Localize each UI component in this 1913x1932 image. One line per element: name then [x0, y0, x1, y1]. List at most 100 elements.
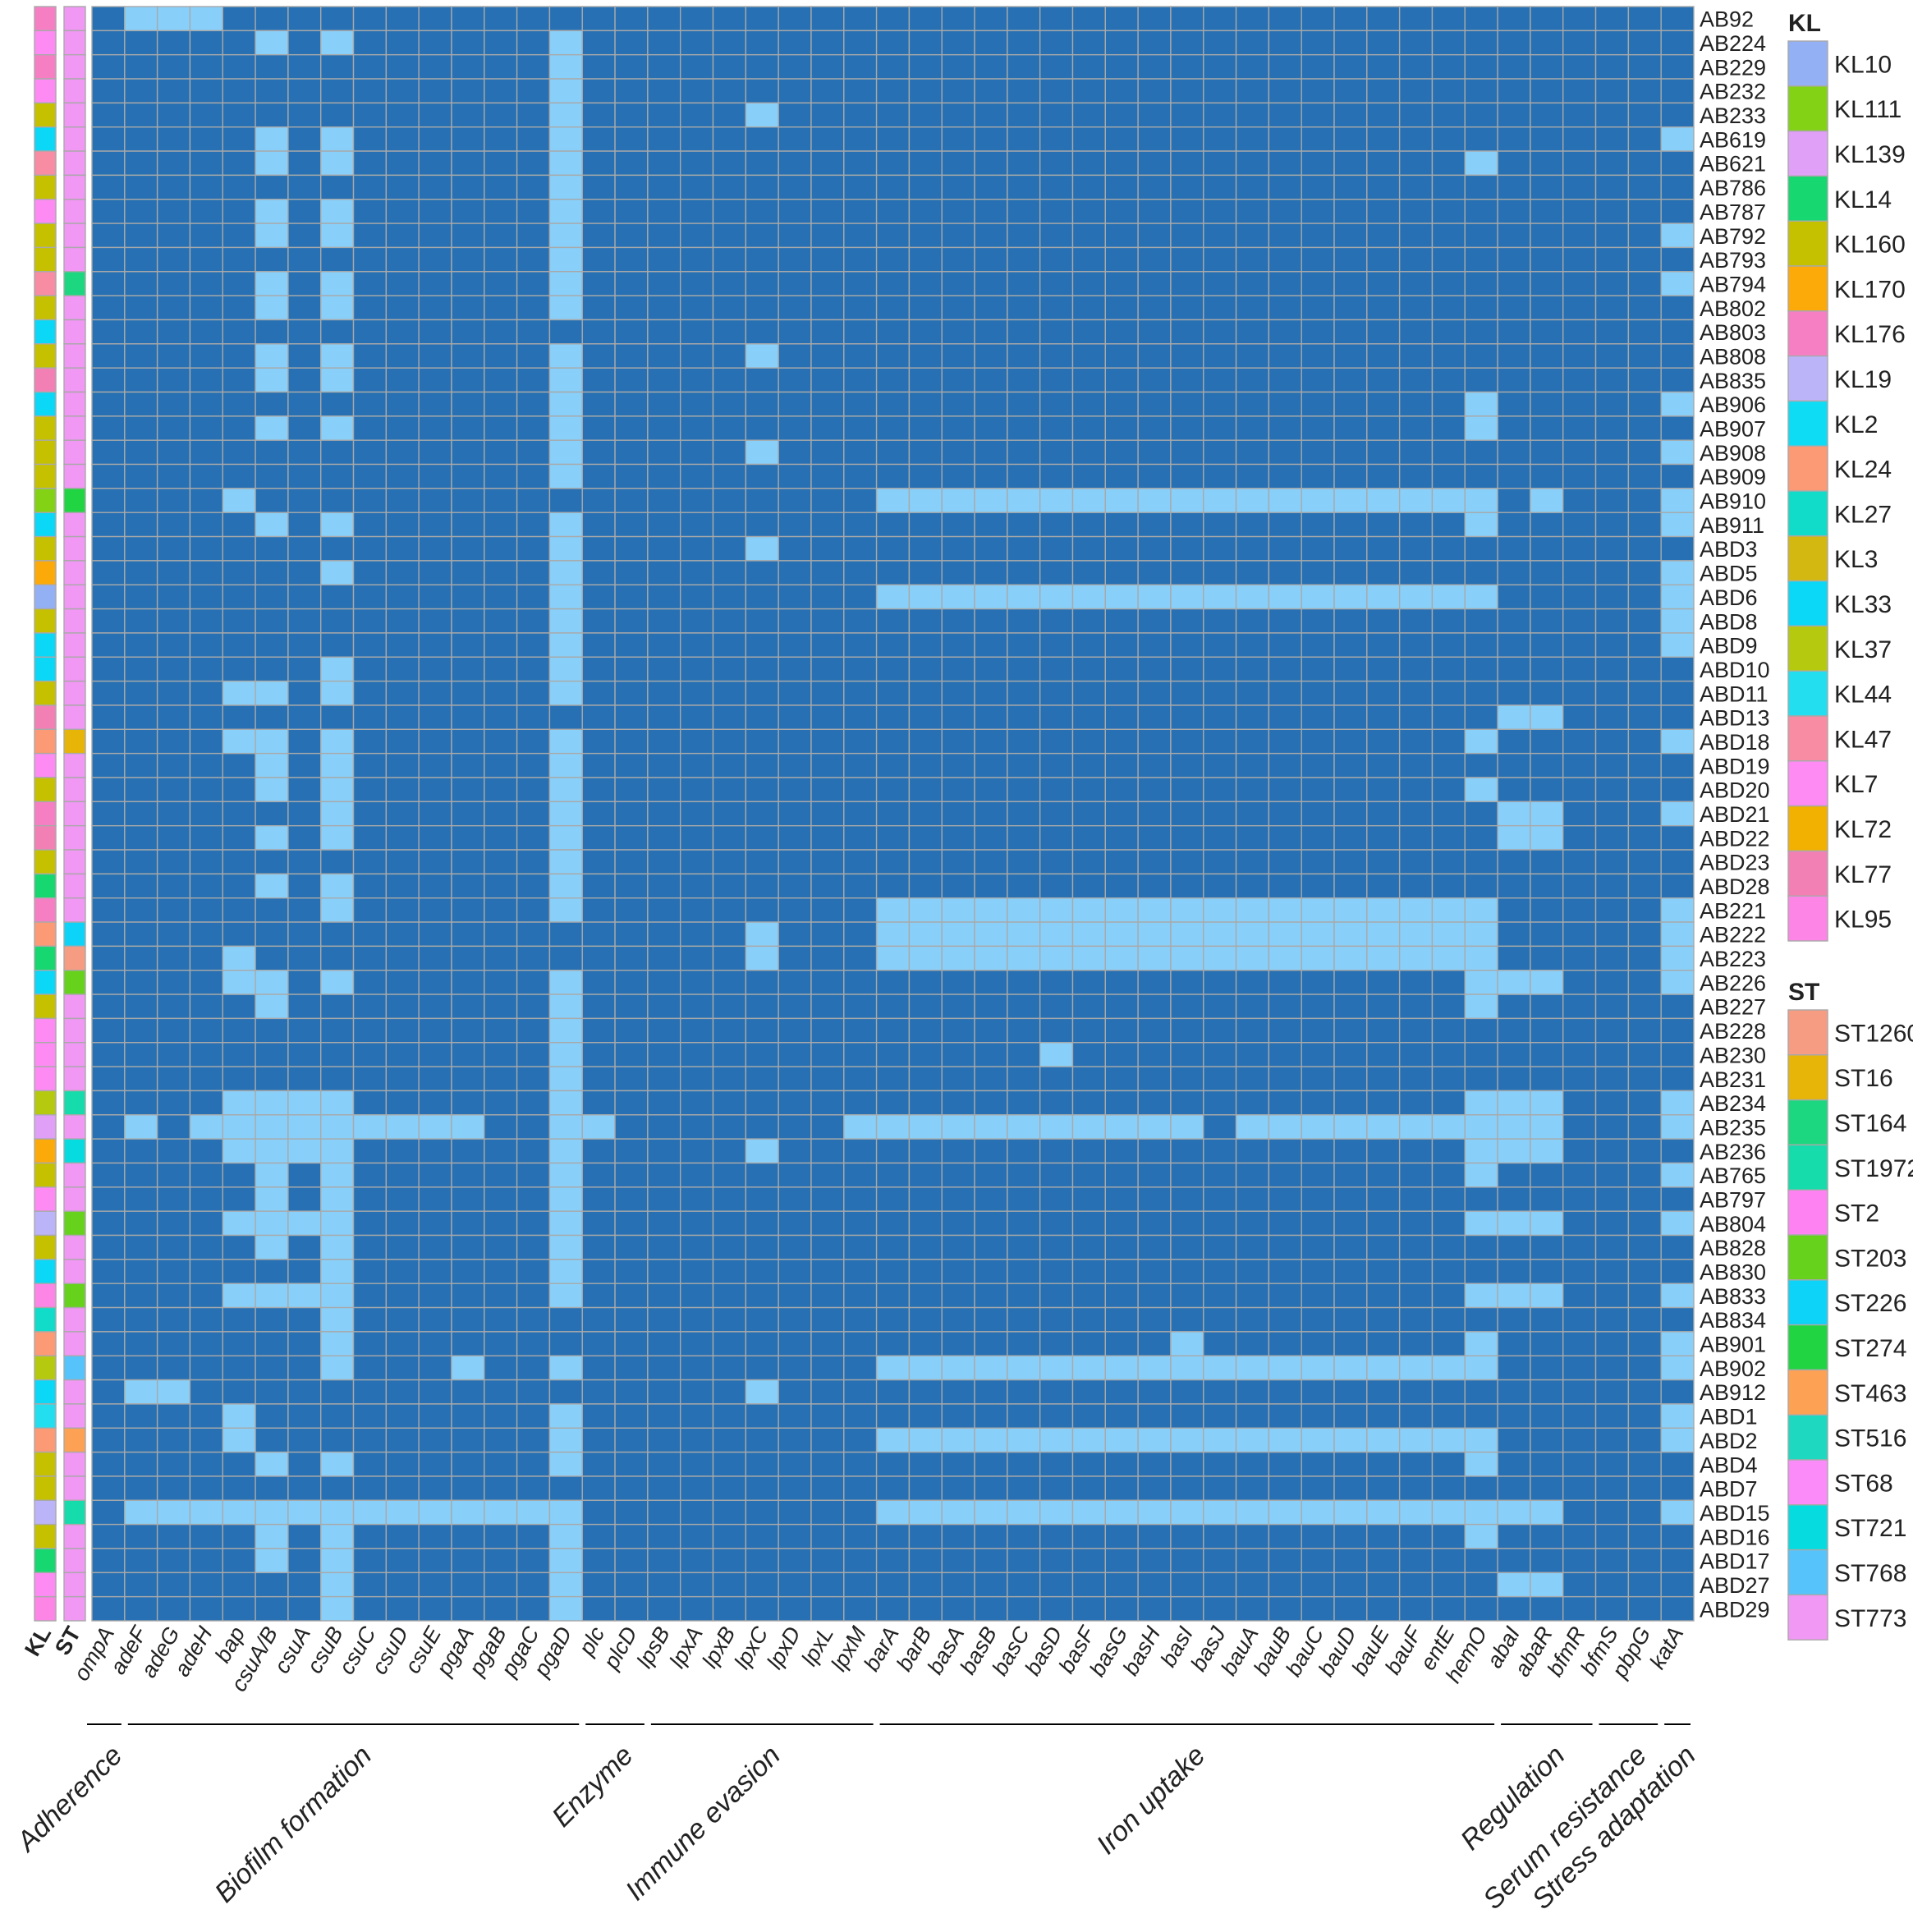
- annotation-kl-ab233: [34, 102, 57, 128]
- cell-abd17-baud: [1333, 1548, 1368, 1574]
- cell-ab787-bara: [875, 199, 911, 224]
- cell-ab619-baue: [1366, 126, 1401, 152]
- cell-ab765-lpxl: [810, 1162, 845, 1188]
- cell-ab794-ompa: [91, 271, 126, 296]
- cell-ab908-csub: [320, 439, 355, 466]
- cell-abd8-baub: [1268, 608, 1302, 634]
- annotation-st-abd27: [63, 1572, 86, 1598]
- cell-ab786-basg: [1104, 174, 1139, 200]
- cell-ab793-lpxc: [745, 246, 779, 273]
- cell-ab912-plcd: [614, 1379, 649, 1405]
- cell-ab228-pgaa: [451, 1017, 485, 1044]
- cell-abd3-basd: [1039, 535, 1074, 562]
- cell-ab834-abai: [1497, 1306, 1531, 1333]
- cell-ab765-kata: [1660, 1162, 1695, 1188]
- cell-ab906-basi: [1170, 391, 1204, 417]
- annotation-kl-abd23: [34, 849, 57, 875]
- cell-abd2-basa: [941, 1427, 975, 1453]
- cell-abd18-lpxc: [745, 728, 779, 755]
- cell-ab912-basc: [1007, 1379, 1041, 1405]
- legend-label-st721: ST721: [1834, 1515, 1906, 1542]
- cell-abd28-lpxd: [778, 873, 812, 899]
- cell-ab233-adeh: [189, 102, 223, 128]
- cell-abd6-csub: [320, 584, 355, 610]
- cell-abd8-bfmr: [1562, 608, 1597, 634]
- cell-abd20-lpxl: [810, 777, 845, 803]
- cell-ab221-plcd: [614, 897, 649, 923]
- cell-ab835-csua-b: [255, 367, 289, 393]
- cell-ab621-bash: [1137, 150, 1172, 177]
- cell-ab619-plc: [581, 126, 616, 152]
- cell-ab802-csud: [385, 295, 420, 321]
- cell-ab830-ente: [1431, 1259, 1466, 1284]
- cell-ab901-baua: [1235, 1331, 1270, 1356]
- cell-abd15-barb: [908, 1499, 943, 1526]
- cell-ab222-baub: [1268, 921, 1302, 948]
- cell-ab902-baua: [1235, 1355, 1270, 1381]
- cell-abd27-bauc: [1301, 1572, 1335, 1598]
- cell-ab92-basj: [1203, 6, 1237, 32]
- cell-abd6-kata: [1660, 584, 1695, 610]
- cell-ab902-basj: [1203, 1355, 1237, 1381]
- cell-ab787-csue: [418, 199, 452, 224]
- cell-ab835-basj: [1203, 367, 1237, 393]
- cell-abd10-bauc: [1301, 656, 1335, 682]
- cell-abd1-baub: [1268, 1403, 1302, 1429]
- cell-ab621-basi: [1170, 150, 1204, 177]
- cell-abd2-lpxm: [843, 1427, 878, 1453]
- cell-ab236-basc: [1007, 1138, 1041, 1164]
- cell-abd13-ompa: [91, 704, 126, 730]
- cell-ab226-lpxd: [778, 970, 812, 995]
- cell-ab902-basc: [1007, 1355, 1041, 1381]
- cell-ab236-pgab: [484, 1138, 518, 1164]
- cell-ab621-hemo: [1464, 150, 1498, 177]
- cell-ab231-baua: [1235, 1066, 1270, 1092]
- cell-abd29-baud: [1333, 1595, 1368, 1622]
- cell-ab902-ompa: [91, 1355, 126, 1381]
- cell-ab233-bauc: [1301, 102, 1335, 128]
- cell-ab621-abai: [1497, 150, 1531, 177]
- cell-ab908-basd: [1039, 439, 1074, 466]
- cell-ab793-lpxb: [712, 246, 747, 273]
- cell-abd4-baue: [1366, 1451, 1401, 1477]
- cell-ab236-plc: [581, 1138, 616, 1164]
- cell-ab786-baua: [1235, 174, 1270, 200]
- cell-abd21-lpxm: [843, 801, 878, 827]
- cell-abd18-kata: [1660, 728, 1695, 755]
- cell-ab236-adeh: [189, 1138, 223, 1164]
- cell-ab221-adeh: [189, 897, 223, 923]
- cell-ab227-plc: [581, 994, 616, 1020]
- cell-abd7-lpsb: [647, 1475, 681, 1501]
- cell-abd7-basb: [974, 1475, 1008, 1501]
- cell-ab828-bfms: [1594, 1234, 1630, 1260]
- annotation-kl-abd8: [34, 608, 57, 634]
- cell-abd11-basf: [1071, 680, 1107, 706]
- cell-ab906-bfmr: [1562, 391, 1597, 417]
- cell-ab908-basg: [1104, 439, 1139, 466]
- cell-ab794-lpxb: [712, 271, 747, 296]
- cell-abd22-baud: [1333, 824, 1368, 851]
- cell-ab229-ompa: [91, 53, 126, 80]
- cell-abd28-basf: [1071, 873, 1107, 899]
- cell-ab907-bfmr: [1562, 415, 1597, 441]
- cell-ab834-csub: [320, 1306, 355, 1333]
- cell-ab233-lpxl: [810, 102, 845, 128]
- cell-ab765-csua: [287, 1162, 322, 1188]
- cell-ab226-csub: [320, 970, 355, 995]
- cell-ab224-pgab: [484, 30, 518, 56]
- cell-ab233-ente: [1431, 102, 1466, 128]
- cell-ab793-basb: [974, 246, 1008, 273]
- cell-ab828-pbpg: [1627, 1234, 1662, 1260]
- cell-ab835-ompa: [91, 367, 126, 393]
- cell-ab911-bauf: [1398, 512, 1434, 538]
- cell-abd9-baua: [1235, 632, 1270, 658]
- cell-abd19-baue: [1366, 752, 1401, 778]
- cell-ab224-baue: [1366, 30, 1401, 56]
- cell-ab902-lpxc: [745, 1355, 779, 1381]
- cell-ab619-lpxa: [679, 126, 714, 152]
- cell-abd3-bfms: [1594, 535, 1630, 562]
- cell-ab828-kata: [1660, 1234, 1695, 1260]
- cell-ab830-ompa: [91, 1259, 126, 1284]
- cell-ab786-hemo: [1464, 174, 1498, 200]
- cell-abd4-ompa: [91, 1451, 126, 1477]
